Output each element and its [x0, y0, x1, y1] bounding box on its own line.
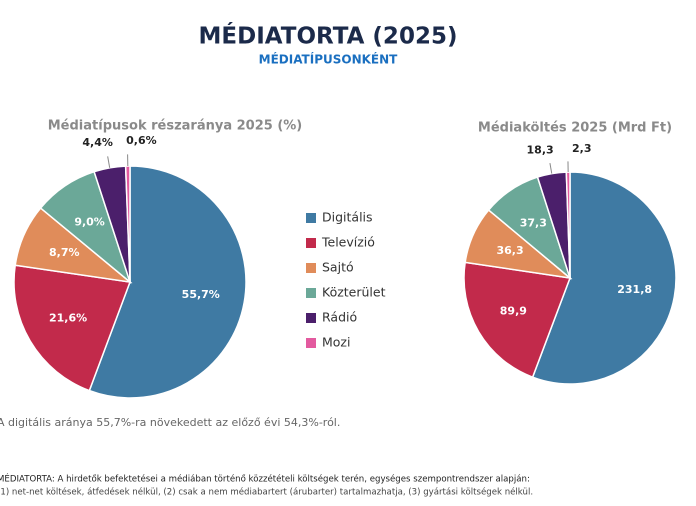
pie-slice	[565, 171, 571, 279]
legend-label: Digitális	[322, 210, 373, 225]
legend-label: Mozi	[322, 335, 350, 350]
leader-line	[549, 163, 553, 174]
note: A digitális aránya 55,7%-ra növekedett a…	[0, 416, 340, 429]
pie-slice	[88, 165, 247, 399]
pie-slice	[13, 264, 132, 392]
legend-swatch	[306, 338, 316, 348]
data-label: 18,3	[527, 144, 554, 157]
legend-label: Sajtó	[322, 260, 354, 275]
data-label: 231,8	[617, 283, 652, 296]
pie-slice	[531, 171, 677, 385]
footnote: MÉDIATORTA: A hirdetők befektetései a mé…	[0, 473, 530, 485]
page-subtitle: MÉDIATÍPUSONKÉNT	[259, 52, 399, 67]
pie-slice	[463, 261, 572, 379]
data-label: 37,3	[520, 216, 547, 229]
data-label: 0,6%	[126, 134, 157, 147]
data-label: 8,7%	[49, 246, 80, 259]
legend-swatch	[306, 238, 316, 248]
chart-title: Médiaköltés 2025 (Mrd Ft)	[478, 121, 672, 136]
data-label: 89,9	[500, 304, 527, 317]
footnote: (1) net-net költések, átfedések nélkül, …	[0, 487, 533, 498]
legend-swatch	[306, 213, 316, 223]
data-label: 55,7%	[182, 288, 220, 301]
legend-label: Közterület	[322, 285, 386, 300]
chart-title: Médiatípusok részaránya 2025 (%)	[48, 119, 303, 134]
data-label: 2,3	[572, 142, 592, 155]
legend-swatch	[306, 263, 316, 273]
data-label: 36,3	[496, 244, 523, 257]
legend-swatch	[306, 288, 316, 298]
legend-label: Rádió	[322, 310, 357, 325]
page-title: MÉDIATORTA (2025)	[199, 22, 458, 50]
legend-label: Televízió	[321, 235, 375, 250]
legend-swatch	[306, 313, 316, 323]
data-label: 21,6%	[49, 312, 87, 325]
data-label: 9,0%	[74, 216, 105, 229]
leader-line	[107, 156, 111, 168]
data-label: 4,4%	[82, 136, 113, 149]
